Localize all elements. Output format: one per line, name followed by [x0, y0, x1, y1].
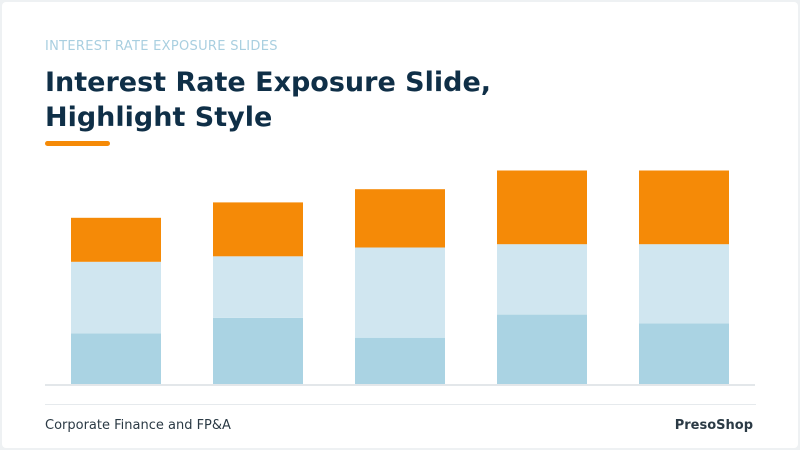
title-accent-bar: [45, 141, 110, 146]
bar-segment: [639, 244, 729, 324]
bar-segment: [213, 317, 303, 385]
footer-text: Corporate Finance and FP&A: [45, 418, 231, 433]
bar-segment: [213, 256, 303, 318]
slide-title-line: Highlight Style: [45, 102, 273, 133]
bar-segment: [639, 323, 729, 385]
bar-segment: [355, 337, 445, 385]
bar-segment: [497, 244, 587, 315]
slide-title-line: Interest Rate Exposure Slide,: [45, 67, 492, 98]
bar-segment: [71, 217, 161, 262]
bar-segment: [355, 189, 445, 248]
bar-segment: [355, 247, 445, 338]
eyebrow-label: INTEREST RATE EXPOSURE SLIDES: [45, 39, 278, 54]
bar-segment: [71, 333, 161, 385]
bar-segment: [639, 170, 729, 245]
brand-name: PresoShop: [674, 418, 753, 433]
bar-segment: [213, 202, 303, 257]
footer-divider: [45, 404, 756, 405]
bar-segment: [497, 314, 587, 385]
bar-segment: [71, 261, 161, 334]
bar-segment: [497, 170, 587, 245]
slide-title: Interest Rate Exposure Slide, Highlight S…: [45, 65, 645, 135]
